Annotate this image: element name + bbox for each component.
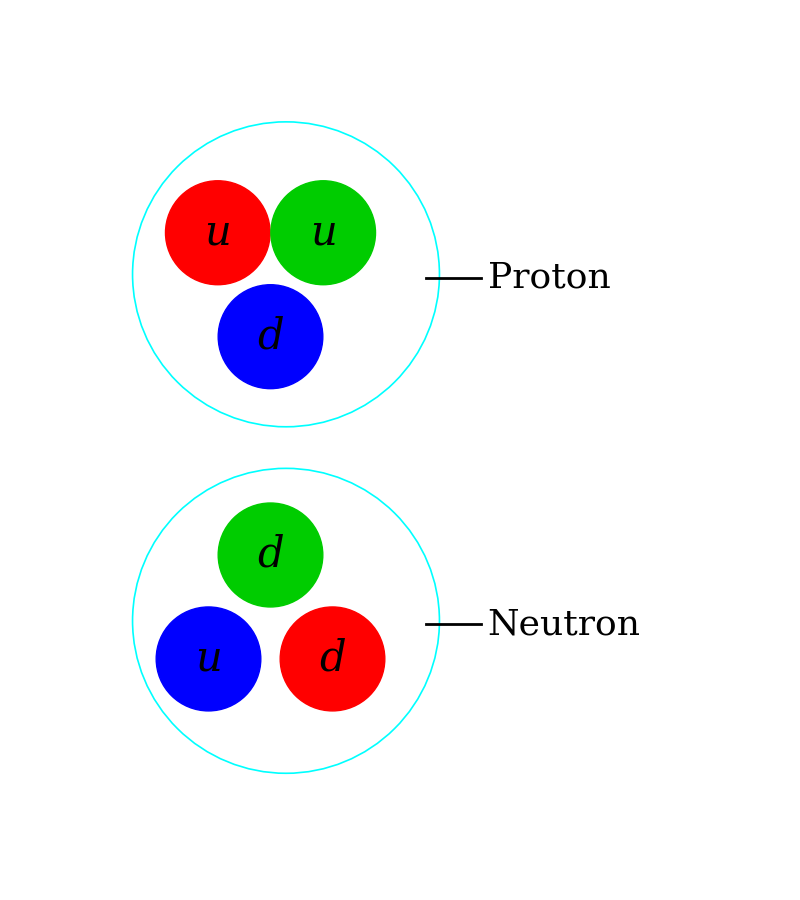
Ellipse shape (156, 607, 261, 711)
Text: Proton: Proton (487, 261, 610, 295)
Ellipse shape (166, 181, 270, 284)
Text: u: u (195, 638, 222, 680)
Text: u: u (205, 212, 231, 254)
Text: Neutron: Neutron (487, 608, 641, 642)
Text: u: u (310, 212, 337, 254)
Text: d: d (257, 316, 284, 357)
Ellipse shape (218, 503, 323, 607)
Ellipse shape (280, 607, 385, 711)
Text: d: d (257, 534, 284, 576)
Text: d: d (319, 638, 346, 680)
Ellipse shape (218, 284, 323, 389)
Ellipse shape (271, 181, 375, 284)
